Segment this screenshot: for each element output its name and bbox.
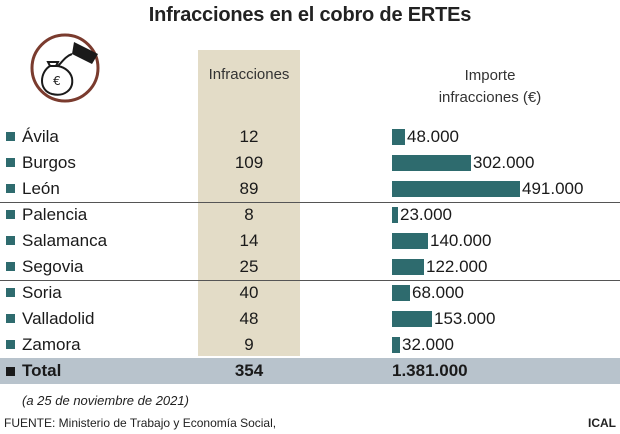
province-label: Palencia [22,205,88,224]
province-label: León [22,179,60,198]
importe-bar [392,233,428,249]
table-row: Ávila 12 48.000 [0,124,620,150]
table-row: Valladolid 48 153.000 [0,306,620,332]
header-importe-line2: infracciones (€) [438,89,542,106]
infracciones-value: 9 [244,335,254,354]
table-row: Soria 40 68.000 [0,280,620,306]
total-row: Total 354 1.381.000 [0,358,620,384]
table-row: Burgos 109 302.000 [0,150,620,176]
row-bullet [6,158,15,167]
svg-text:€: € [53,74,61,88]
row-bullet [6,314,15,323]
province-label: Burgos [22,153,76,172]
province-label: Valladolid [22,309,95,328]
importe-bar [392,207,398,223]
importe-label: 302.000 [473,153,535,172]
importe-bar [392,337,400,353]
row-bullet [6,340,15,349]
row-bullet [6,132,15,141]
credit-text: ICAL [588,416,616,430]
province-label: Segovia [22,257,84,276]
group-separator [0,202,620,203]
total-infracciones: 354 [234,361,264,380]
date-note: (a 25 de noviembre de 2021) [22,393,189,408]
infracciones-value: 8 [244,205,254,224]
table-row: Salamanca 14 140.000 [0,228,620,254]
table-row: León 89 491.000 [0,176,620,202]
infracciones-value: 48 [239,309,259,328]
row-bullet [6,184,15,193]
importe-bar [392,181,520,197]
importe-label: 153.000 [434,309,496,328]
infracciones-value: 40 [239,283,259,302]
importe-label: 23.000 [400,205,452,224]
infracciones-column-shade [198,50,300,356]
importe-bar [392,129,405,145]
importe-bar [392,259,424,275]
total-bullet [6,367,15,376]
importe-label: 68.000 [412,283,464,302]
chart-title: Infracciones en el cobro de ERTEs [148,4,472,26]
infracciones-value: 12 [239,127,259,146]
row-bullet [6,288,15,297]
table-row: Zamora 9 32.000 [0,332,620,358]
header-infracciones: Infracciones [208,66,290,83]
province-label: Soria [22,283,62,302]
source-text: FUENTE: Ministerio de Trabajo y Economía… [4,416,277,430]
infracciones-value: 109 [234,153,264,172]
importe-label: 122.000 [426,257,488,276]
row-bullet [6,262,15,271]
importe-label: 32.000 [402,335,454,354]
row-bullet [6,236,15,245]
importe-label: 140.000 [430,231,492,250]
province-label: Salamanca [22,231,108,250]
importe-bar [392,311,432,327]
group-separator [0,280,620,281]
row-bullet [6,210,15,219]
province-label: Zamora [22,335,81,354]
importe-label: 491.000 [522,179,584,198]
money-bag-hand-icon: € [30,33,100,103]
header-importe-line1: Importe [464,67,516,84]
importe-bar [392,285,410,301]
total-importe: 1.381.000 [392,361,468,380]
total-label: Total [22,361,62,380]
importe-bar [392,155,471,171]
table-row: Palencia 8 23.000 [0,202,620,228]
header-importe: Importe infracciones (€) [400,65,580,109]
infracciones-value: 89 [239,179,259,198]
infracciones-value: 25 [239,257,259,276]
table-row: Segovia 25 122.000 [0,254,620,280]
province-label: Ávila [22,127,59,146]
infracciones-value: 14 [239,231,259,250]
importe-label: 48.000 [407,127,459,146]
